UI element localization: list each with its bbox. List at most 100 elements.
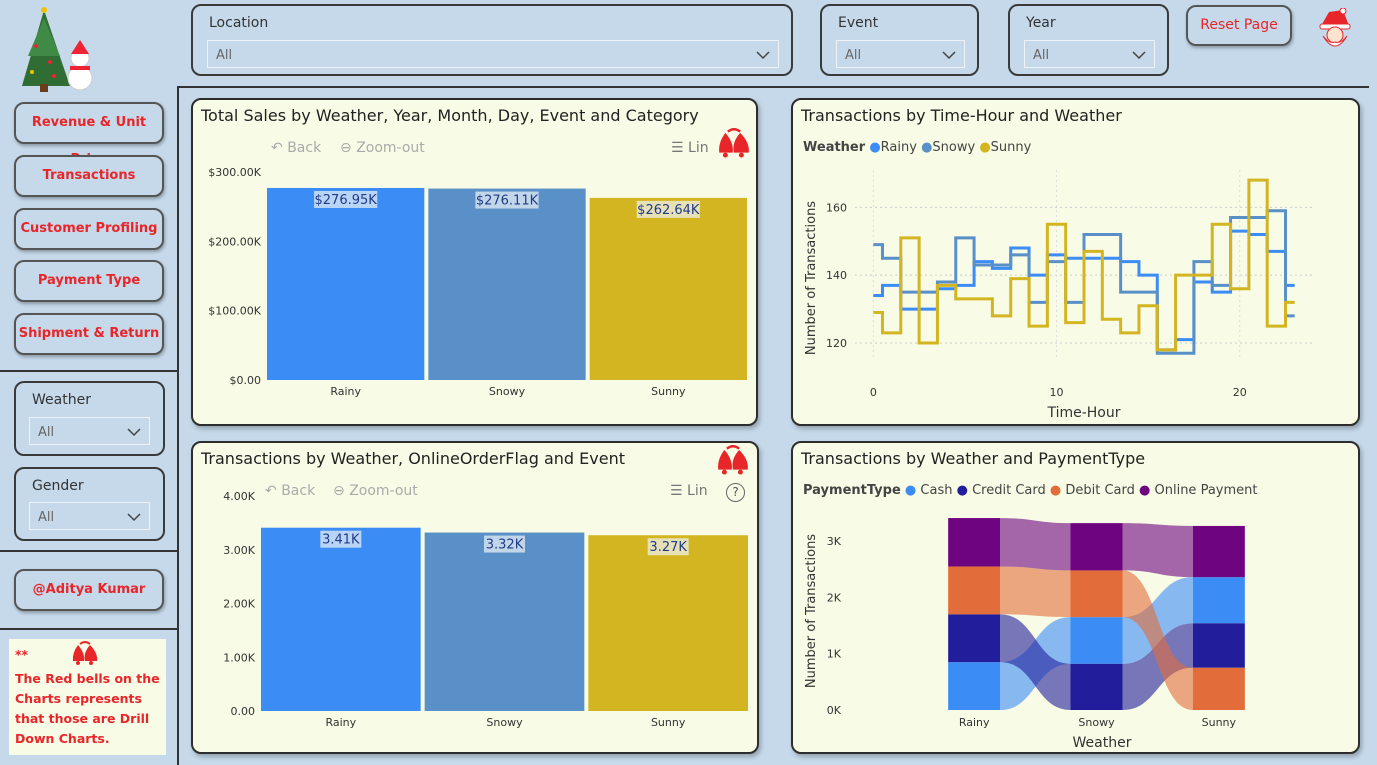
x-axis-title: Weather [1073,735,1132,751]
x-tick-label: Rainy [330,385,361,398]
y-axis-title: Number of Transactions [804,201,819,355]
nav-transactions-button[interactable]: Transactions [14,155,164,197]
segment-credit-card [1192,623,1245,668]
y-tick-label: 140 [826,269,847,282]
bar-rainy [261,527,421,711]
legend-item-debit[interactable]: ● Debit Card [1049,483,1135,498]
note-stars: ** [15,647,29,662]
left-divider-1 [0,370,178,372]
lin-button[interactable]: ☰ Lin [670,483,708,499]
data-label-bg [484,535,525,553]
legend-cash-label: Cash [920,483,953,498]
ribbon-debit-card [1122,570,1193,710]
legend-item-sunny[interactable]: ●Sunny [979,140,1032,155]
data-label-bg [314,190,378,208]
year-filter-label: Year [1026,15,1056,31]
ribbon-online-payment [1122,523,1193,578]
top-divider [178,86,1369,88]
y-tick-label: 120 [826,337,847,350]
legend-item-credit[interactable]: ● Credit Card [956,483,1046,498]
year-filter: Year All [1008,4,1169,76]
chart-title: Total Sales by Weather, Year, Month, Day… [201,106,699,125]
segment-cash [1070,617,1123,664]
year-dropdown[interactable]: All [1024,40,1155,68]
y-tick-label: 3K [827,535,842,548]
y-tick-label: 2.00K [223,598,255,611]
note-text: The Red bells on the Charts represents t… [15,671,160,746]
x-tick-label: Snowy [489,385,526,398]
chevron-down-icon [756,49,770,64]
segment-online-payment [1070,523,1123,571]
weather-dropdown[interactable]: All [29,417,150,445]
left-divider-2 [0,550,178,552]
x-tick-label: Snowy [486,716,523,729]
left-divider-3 [0,628,178,630]
zoom-out-button[interactable]: ⊖ Zoom-out [340,140,425,156]
legend-title: PaymentType [803,483,901,498]
back-button[interactable]: ↶ Back [271,140,322,156]
reset-page-button[interactable]: Reset Page [1186,5,1292,46]
event-dropdown[interactable]: All [836,40,965,68]
help-icon[interactable]: ? [726,483,745,502]
legend-item-snowy[interactable]: ●Snowy [921,140,976,155]
transactions-payment-type-card: Transactions by Weather and PaymentType … [791,441,1360,754]
chart-title: Transactions by Time-Hour and Weather [801,106,1122,125]
segment-cash [1192,577,1245,624]
legend-item-rainy[interactable]: ●Rainy [869,140,917,155]
nav-payment-label: Payment Type [37,273,141,288]
back-label: Back [281,483,316,499]
nav-shipment-return-button[interactable]: Shipment & Return [14,313,164,355]
lin-button[interactable]: ☰ Lin [671,140,709,156]
chart-title: Transactions by Weather, OnlineOrderFlag… [201,449,625,468]
legend-sunny-label: Sunny [990,140,1032,155]
left-divider-vertical [177,86,179,765]
bar-sunny [588,535,748,711]
data-label: $276.95K [315,193,378,208]
weather-legend: Weather ●Rainy ●Snowy ●Sunny [803,140,1031,155]
nav-revenue-unit-price-button[interactable]: Revenue & Unit Price [14,102,164,167]
nav-transactions-label: Transactions [42,168,136,183]
legend-item-online[interactable]: ● Online Payment [1139,483,1258,498]
event-filter: Event All [820,4,979,76]
gender-filter: Gender All [14,467,165,541]
zoom-out-button[interactable]: ⊖ Zoom-out [333,483,418,499]
location-dropdown[interactable]: All [207,40,779,68]
segment-cash [948,662,1001,710]
author-label: @Aditya Kumar [32,582,146,597]
data-label-bg [647,538,689,556]
bell-icon [714,445,752,481]
payment-ribbon-chart: 0K 1K 2K 3K Number of Transactions Weather Rai… [804,518,1245,751]
zoom-out-label: Zoom-out [349,483,418,499]
gender-dropdown[interactable]: All [29,502,150,530]
x-axis-title: Time-Hour [1046,405,1120,421]
segment-online-payment [948,518,1001,567]
chevron-down-icon [1132,49,1146,64]
back-label: Back [287,140,322,156]
y-tick-label: 1K [827,648,842,661]
legend-item-cash[interactable]: ● Cash [904,483,953,498]
x-tick-label: Rainy [325,716,356,729]
data-label: $276.11K [476,194,539,209]
event-dropdown-value: All [845,48,862,63]
gender-filter-label: Gender [32,478,84,494]
christmas-tree-logo [14,6,106,94]
weather-filter: Weather All [14,381,165,456]
data-label-bg [636,200,700,218]
reset-page-label: Reset Page [1200,17,1278,33]
author-button[interactable]: @Aditya Kumar [14,569,164,611]
chevron-down-icon [127,426,141,441]
zoom-out-icon: ⊖ [333,483,345,499]
nav-payment-type-button[interactable]: Payment Type [14,260,164,302]
santa-icon [1315,7,1355,52]
back-button[interactable]: ↶ Back [265,483,316,499]
lin-label: Lin [687,483,708,499]
nav-customer-profiling-button[interactable]: Customer Profiling [14,208,164,250]
legend-debit-label: Debit Card [1065,483,1135,498]
transactions-online-flag-card: Transactions by Weather, OnlineOrderFlag… [191,441,759,754]
transactions-hour-line-chart: 120 140 160 0 10 20 Time-Hour Number of Transac… [804,170,1313,421]
bar-snowy [428,188,586,380]
y-tick-label: $0.00 [230,374,262,387]
bar-rainy [267,187,425,380]
x-tick-label: Sunny [651,385,686,398]
y-tick-label: 160 [826,201,847,214]
